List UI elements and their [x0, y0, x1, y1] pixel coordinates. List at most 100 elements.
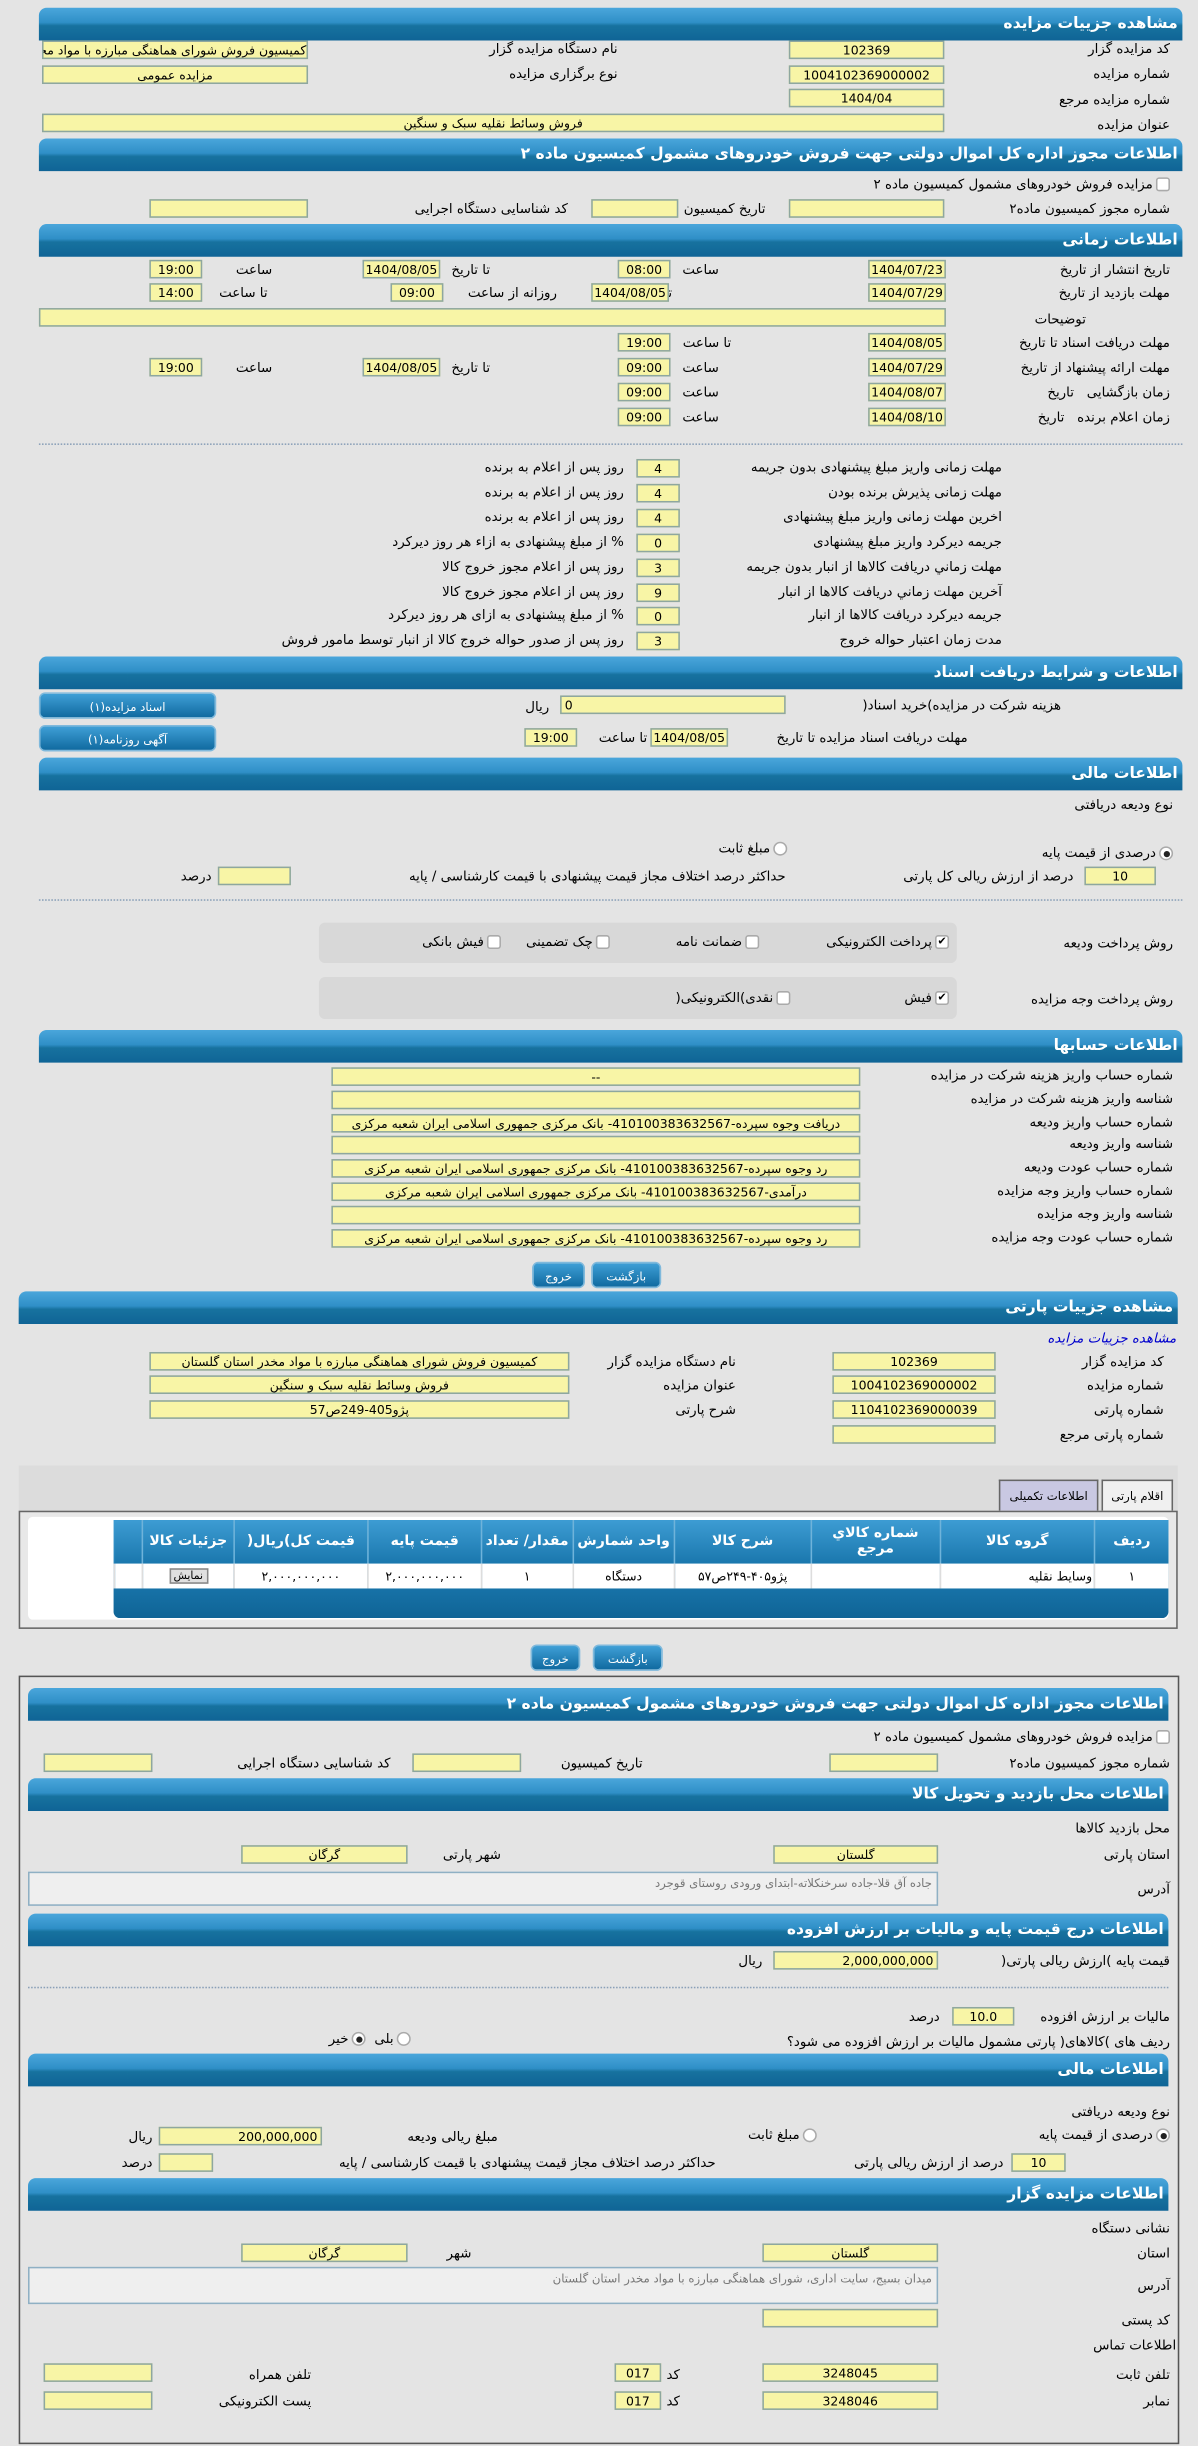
- publish-to-field: 1404/08/05: [362, 259, 441, 279]
- phone-field: 3248045: [762, 2363, 939, 2382]
- publish-from-field: 1404/07/23: [868, 259, 946, 279]
- lot-org-label: نام دستگاه مزایده گزار: [607, 1355, 736, 1371]
- open-date-field: 1404/08/07: [868, 382, 946, 402]
- to-date-label: تا تاریخ: [451, 360, 491, 377]
- tab-strip: [18, 1465, 1178, 1513]
- payment-method-0[interactable]: ✔فیش: [904, 989, 950, 1008]
- newspaper-ad-button[interactable]: آگهی روزنامه(۱): [38, 725, 217, 752]
- hour-label: ساعت: [235, 360, 273, 377]
- penalty-suffix: روز پس از صدور حواله خروج کالا از انبار …: [281, 633, 624, 650]
- fixed-radio[interactable]: [773, 841, 788, 856]
- percent-unit: درصد: [180, 869, 212, 886]
- lot-ref-field: [832, 1425, 996, 1444]
- fixed-radio[interactable]: [802, 2128, 817, 2143]
- doc-deadline-time-field: 19:00: [524, 728, 578, 747]
- address-label: آدرس: [1137, 1882, 1170, 1899]
- tab-lot-items[interactable]: اقلام پارتی: [1101, 1479, 1174, 1511]
- col-desc: شرح کالا: [673, 1520, 811, 1564]
- divider: [38, 443, 1183, 445]
- fixed-option[interactable]: مبلغ ثابت: [718, 840, 788, 859]
- offer-from-time-field: 09:00: [617, 357, 671, 377]
- penalty-value-field: 4: [636, 483, 680, 503]
- phone-code-label: کد: [666, 2367, 680, 2384]
- visit-to-field: 1404/08/05: [591, 283, 669, 302]
- address-textarea[interactable]: جاده آق قلا-جاده سرخنکلاته-ابتدای ورودی …: [28, 1871, 939, 1906]
- detail-percent-label: درصد از ارزش ریالی پارتی: [853, 2156, 1004, 2172]
- back-button[interactable]: بازگشت: [592, 1644, 663, 1671]
- cell-group: وسایط نقلیه: [939, 1563, 1095, 1589]
- lot-org-field: کمیسیون فروش شورای هماهنگی مبارزه با موا…: [149, 1351, 570, 1371]
- lot-detail-panel: [18, 1675, 1180, 2445]
- org-city-field: گرگان: [241, 2243, 408, 2263]
- account-label: شناسه واریز هزینه شرکت در مزایده: [970, 1091, 1174, 1108]
- fee-label: هزینه شرکت در مزایده)خرید اسناد(: [862, 698, 1062, 715]
- lot-details-header: مشاهده جزییات پارتی: [18, 1291, 1178, 1324]
- offer-label: مهلت ارائه پیشنهاد از تاریخ: [1020, 360, 1170, 377]
- no-radio[interactable]: [351, 2031, 366, 2046]
- offer-to-field: 1404/08/05: [362, 357, 441, 377]
- penalty-value-field: 9: [636, 582, 680, 602]
- lot-code-label: کد مزایده گزار: [1081, 1355, 1164, 1371]
- deposit-method-0[interactable]: ✔پرداخت الکترونیکی: [826, 933, 950, 952]
- back-button[interactable]: بازگشت: [591, 1261, 662, 1289]
- percent-unit: درصد: [908, 2010, 940, 2026]
- cell-desc: پژو۴۰۵-۲۴۹ص۵۷: [673, 1563, 811, 1589]
- lot-desc-field: پژو405-249ص57: [149, 1400, 570, 1419]
- percent-option[interactable]: درصدی از قیمت پایه: [1042, 845, 1174, 864]
- checkbox[interactable]: ✔: [935, 991, 950, 1006]
- permit-checkbox[interactable]: [1155, 177, 1170, 192]
- docs-to-time-field: 19:00: [617, 332, 671, 352]
- detail-permit-date-field: [412, 1753, 522, 1773]
- permit-checkbox[interactable]: [1155, 1730, 1170, 1745]
- cell-empty: [113, 1563, 143, 1589]
- permit-checkbox-row[interactable]: مزایده فروش خودروهای مشمول کمیسیون ماده …: [874, 176, 1170, 195]
- hour-label: ساعت: [682, 410, 719, 427]
- auction-number-label: شماره مزایده: [1093, 66, 1170, 83]
- detail-permit-checkbox-row[interactable]: مزایده فروش خودروهای مشمول کمیسیون ماده …: [874, 1728, 1170, 1747]
- yes-radio[interactable]: [396, 2031, 411, 2046]
- penalty-label: جریمه دیرکرد واریز مبلغ پیشنهادی: [813, 534, 1002, 551]
- doc-deadline-date-field: 1404/08/05: [650, 728, 729, 747]
- show-details-button[interactable]: نمایش: [168, 1568, 208, 1584]
- auction-ref-field: 1404/04: [788, 88, 945, 108]
- checkbox[interactable]: [776, 991, 791, 1006]
- exit-button[interactable]: خروج: [530, 1644, 581, 1671]
- deposit-method-3[interactable]: فیش بانکی: [422, 933, 501, 952]
- checkbox[interactable]: [745, 935, 760, 950]
- detail-exec-code-label: کد شناسایی دستگاه اجرایی: [237, 1756, 391, 1773]
- percent-radio[interactable]: [1159, 846, 1174, 861]
- org-address-textarea[interactable]: میدان بسیج، سایت اداری، شورای هماهنگی مب…: [28, 2266, 939, 2305]
- col-base-price: قیمت پایه: [366, 1520, 482, 1564]
- items-table: ردیف گروه کالا شماره کالاي مرجع شرح کالا…: [113, 1520, 1169, 1589]
- checkbox[interactable]: [595, 935, 610, 950]
- vat-no-option[interactable]: خیر: [329, 2030, 366, 2049]
- auction-docs-button[interactable]: اسناد مزایده(۱): [38, 692, 217, 719]
- exit-button[interactable]: خروج: [532, 1261, 585, 1289]
- payment-method-1[interactable]: نقدی)الکترونیکی(: [676, 989, 791, 1008]
- penalty-suffix: روز پس از اعلام به برنده: [484, 509, 624, 526]
- lot-number-label: شماره پارتی: [1093, 1403, 1164, 1419]
- cell-ref-number: [809, 1563, 941, 1589]
- account-value-field: [331, 1090, 861, 1109]
- lot-subject-field: فروش وسائط نقلیه سبک و سنگین: [149, 1375, 570, 1394]
- account-label: شماره حساب واریز هزینه شرکت در مزایده: [930, 1068, 1174, 1085]
- deposit-method-1[interactable]: ضمانت نامه: [676, 933, 760, 952]
- detail-permit-header: اطلاعات مجوز اداره کل اموال دولتی جهت فر…: [28, 1688, 1169, 1721]
- checkbox[interactable]: ✔: [935, 935, 950, 950]
- city-field: گرگان: [241, 1845, 408, 1864]
- detail-deposit-type-label: نوع ودیعه دریافتی: [1071, 2104, 1170, 2121]
- auction-details-link[interactable]: مشاهده جزییات مزایده: [1047, 1331, 1177, 1348]
- divider: [28, 1986, 1169, 1989]
- vat-yes-option[interactable]: بلی: [374, 2030, 411, 2049]
- deposit-method-2[interactable]: چک تضمینی: [526, 933, 610, 952]
- percent-radio[interactable]: [1155, 2128, 1170, 2143]
- org-address-label: آدرس: [1137, 2279, 1170, 2295]
- visit-daily-from-field: 09:00: [390, 283, 444, 302]
- checkbox[interactable]: [486, 935, 501, 950]
- detail-fixed-option[interactable]: مبلغ ثابت: [748, 2127, 817, 2146]
- account-value-field: [331, 1205, 861, 1225]
- tab-supplementary[interactable]: اطلاعات تکمیلی: [998, 1479, 1099, 1511]
- fee-field: 0: [560, 695, 786, 715]
- detail-percent-option[interactable]: درصدی از قیمت پایه: [1039, 2127, 1170, 2146]
- penalty-label: مدت زمان اعتبار حواله خروج: [839, 633, 1002, 650]
